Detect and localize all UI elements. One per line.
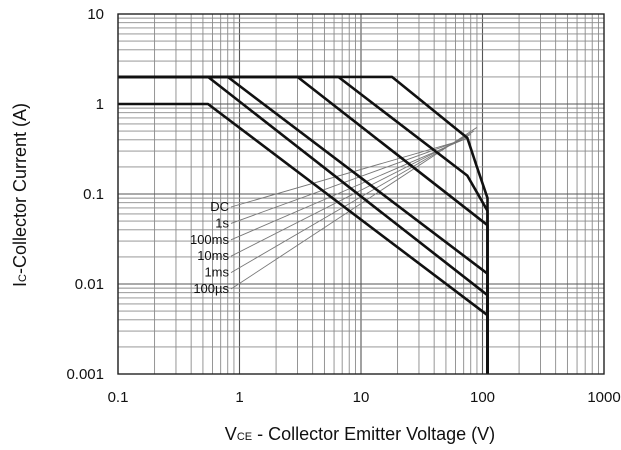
curve-label: 100µs [193, 281, 229, 296]
series-line-10ms [118, 75, 489, 374]
y-axis-label-rest: -Collector Current (A) [10, 103, 30, 274]
y-axis-label-main: I [10, 282, 30, 287]
curve-label: 1ms [204, 265, 229, 280]
series-line-100ms [118, 75, 489, 374]
tick-labels: 0.1 1 10 100 1000 10 1 0.1 0.01 0.001 [66, 6, 620, 406]
y-tick-label: 0.1 [83, 186, 104, 203]
y-tick-label: 0.001 [66, 366, 104, 383]
curve-label: 100ms [190, 232, 230, 247]
curve-label: 10ms [197, 248, 229, 263]
x-tick-label: 10 [353, 389, 370, 406]
curve-label: 1s [215, 215, 229, 230]
x-axis-label: VCE - Collector Emitter Voltage (V) [225, 424, 495, 444]
x-tick-label: 0.1 [108, 389, 129, 406]
series-line-1ms [118, 75, 489, 374]
x-tick-label: 1 [235, 389, 243, 406]
leader-line-dc [230, 139, 464, 208]
x-axis-label-sub: CE [237, 431, 252, 443]
leader-line-100ms [230, 137, 468, 241]
leader-line-100s [230, 126, 478, 290]
x-axis-label-rest: - Collector Emitter Voltage (V) [252, 424, 495, 444]
plot-border [117, 13, 605, 375]
series-line-100s [118, 75, 489, 374]
chart-grid [117, 14, 604, 375]
leader-line-1s [230, 137, 468, 224]
chart-series [118, 75, 489, 374]
x-tick-label: 100 [470, 389, 495, 406]
plot-frame [117, 13, 605, 375]
series-line-dc [118, 102, 489, 374]
y-axis-label: IC-Collector Current (A) [10, 103, 30, 287]
leader-line-10ms [230, 133, 471, 257]
y-tick-label: 0.01 [75, 276, 104, 293]
curve-label: DC [210, 199, 229, 214]
leader-line-1ms [230, 130, 475, 273]
y-tick-label: 10 [87, 6, 104, 23]
x-axis-label-main: V [225, 424, 237, 444]
series-line-1s [118, 75, 489, 374]
x-tick-label: 1000 [587, 389, 620, 406]
y-tick-label: 1 [96, 96, 104, 113]
legend-leader-lines [230, 126, 478, 290]
y-axis-label-sub: C [17, 274, 29, 282]
